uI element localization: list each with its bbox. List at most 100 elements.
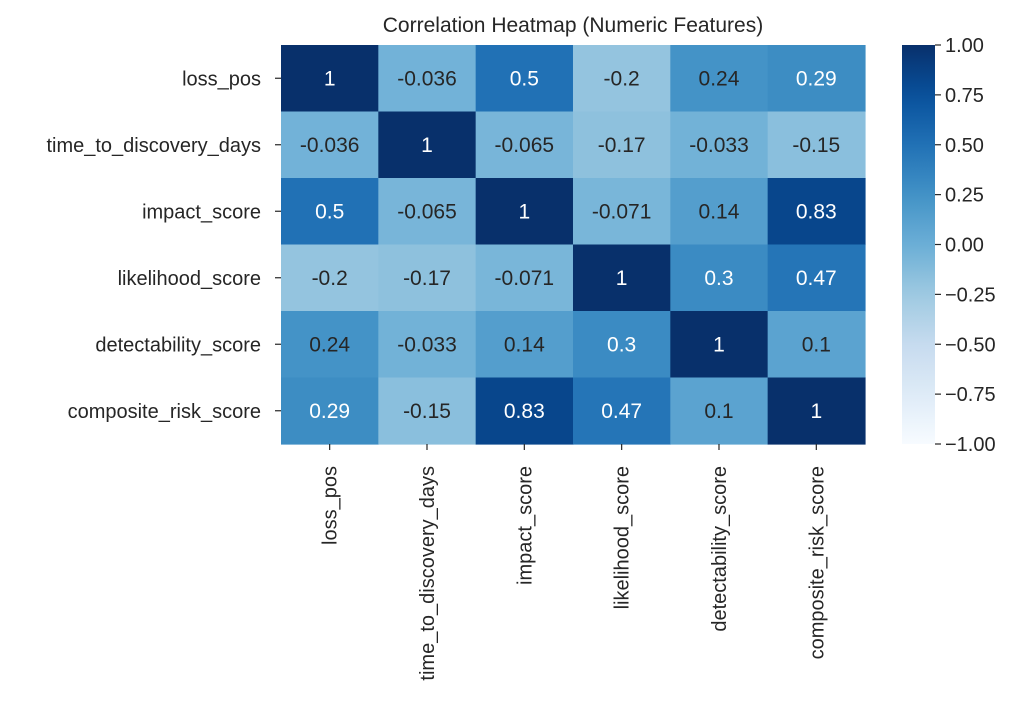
row-label: time_to_discovery_days bbox=[46, 135, 261, 157]
colorbar-tick-label: 0.75 bbox=[945, 85, 984, 107]
heatmap-cell bbox=[572, 244, 671, 312]
heatmap-cell bbox=[475, 244, 574, 312]
column-label: likelihood_score bbox=[612, 466, 634, 609]
cell-value-label: -0.036 bbox=[397, 67, 457, 90]
heatmap-cell bbox=[475, 311, 574, 379]
row-label: likelihood_score bbox=[118, 268, 261, 290]
cell-value-label: 1 bbox=[518, 200, 530, 223]
cell-value-label: -0.071 bbox=[592, 200, 652, 223]
cell-value-label: 0.5 bbox=[510, 67, 539, 90]
cell-value-label: -0.17 bbox=[403, 267, 451, 290]
cell-value-label: -0.2 bbox=[312, 267, 348, 290]
row-label: detectability_score bbox=[95, 334, 261, 356]
cell-value-label: -0.036 bbox=[300, 134, 360, 157]
colorbar-tick-label: 1.00 bbox=[945, 35, 984, 57]
colorbar-tick-label: −0.25 bbox=[945, 284, 996, 306]
heatmap-cell bbox=[281, 377, 379, 445]
cell-value-label: 0.29 bbox=[796, 67, 837, 90]
heatmap-cell bbox=[281, 311, 379, 379]
heatmap-cell bbox=[670, 178, 769, 246]
heatmap-cell bbox=[378, 111, 477, 179]
heatmap-cell bbox=[572, 111, 671, 179]
cell-value-label: 0.24 bbox=[309, 333, 350, 356]
colorbar-tick-label: 0.00 bbox=[945, 235, 984, 257]
heatmap-cell bbox=[670, 111, 769, 179]
heatmap-cell bbox=[767, 311, 866, 379]
cell-value-label: -0.17 bbox=[598, 134, 646, 157]
heatmap-cell bbox=[670, 311, 769, 379]
colorbar-tick-label: −0.75 bbox=[945, 384, 996, 406]
column-label: composite_risk_score bbox=[806, 466, 828, 659]
heatmap-cell bbox=[475, 111, 574, 179]
column-label: loss_pos bbox=[320, 466, 342, 545]
cell-value-label: -0.071 bbox=[495, 267, 555, 290]
heatmap-cell-labels: 1 -0.036 0.5 -0.2 0.24 0.29 -0.036 1 -0.065 -0.17… bbox=[300, 67, 840, 423]
cell-value-label: 0.3 bbox=[607, 333, 636, 356]
heatmap-cell bbox=[767, 377, 866, 445]
cell-value-label: 1 bbox=[713, 333, 725, 356]
cell-value-label: 1 bbox=[616, 267, 628, 290]
cell-value-label: 0.47 bbox=[601, 400, 642, 423]
heatmap-cell bbox=[767, 111, 866, 179]
cell-value-label: 0.83 bbox=[504, 400, 545, 423]
heatmap-cell bbox=[767, 244, 866, 312]
heatmap-cell bbox=[378, 244, 477, 312]
cell-value-label: -0.2 bbox=[604, 67, 640, 90]
heatmap-cell bbox=[281, 178, 379, 246]
cell-value-label: -0.033 bbox=[689, 134, 749, 157]
colorbar-gradient bbox=[902, 45, 935, 444]
heatmap-cell bbox=[572, 45, 671, 113]
colorbar: 1.00 0.75 0.50 0.25 0.00 −0.25 −0.50 −0.75 −1.00 bbox=[902, 35, 996, 456]
cell-value-label: 0.14 bbox=[504, 333, 545, 356]
cell-value-label: 0.5 bbox=[315, 200, 344, 223]
row-label: loss_pos bbox=[182, 68, 261, 90]
cell-value-label: 0.3 bbox=[704, 267, 733, 290]
cell-value-label: 0.1 bbox=[802, 333, 831, 356]
cell-value-label: 0.14 bbox=[699, 200, 740, 223]
cell-value-label: -0.033 bbox=[397, 333, 457, 356]
cell-value-label: -0.15 bbox=[403, 400, 451, 423]
heatmap-cell bbox=[378, 311, 477, 379]
heatmap-cell bbox=[572, 311, 671, 379]
chart-title: Correlation Heatmap (Numeric Features) bbox=[383, 14, 763, 37]
colorbar-tick-label: −1.00 bbox=[945, 434, 996, 456]
cell-value-label: -0.065 bbox=[397, 200, 457, 223]
colorbar-tick-label: −0.50 bbox=[945, 334, 996, 356]
cell-value-label: -0.15 bbox=[792, 134, 840, 157]
heatmap-cell bbox=[572, 377, 671, 445]
heatmap-cell bbox=[281, 111, 379, 179]
column-label: detectability_score bbox=[709, 466, 731, 632]
heatmap-cell bbox=[767, 178, 866, 246]
heatmap-cell bbox=[670, 45, 769, 113]
heatmap-cell bbox=[475, 377, 574, 445]
cell-value-label: 0.47 bbox=[796, 267, 837, 290]
column-label: time_to_discovery_days bbox=[417, 466, 439, 681]
colorbar-tick-label: 0.25 bbox=[945, 185, 984, 207]
heatmap-cell bbox=[378, 178, 477, 246]
column-label: impact_score bbox=[514, 466, 536, 585]
row-label: impact_score bbox=[142, 201, 261, 223]
column-labels: loss_pos time_to_discovery_days impact_sco… bbox=[320, 444, 828, 681]
cell-value-label: 1 bbox=[421, 134, 433, 157]
heatmap-cell bbox=[670, 377, 769, 445]
cell-value-label: 0.83 bbox=[796, 200, 837, 223]
cell-value-label: 0.29 bbox=[309, 400, 350, 423]
cell-value-label: 0.1 bbox=[704, 400, 733, 423]
heatmap-cell bbox=[670, 244, 769, 312]
colorbar-tick-label: 0.50 bbox=[945, 135, 984, 157]
heatmap-cell bbox=[767, 45, 866, 113]
cell-value-label: 0.24 bbox=[699, 67, 740, 90]
heatmap-cell bbox=[281, 244, 379, 312]
cell-value-label: 1 bbox=[324, 67, 336, 90]
heatmap-cell bbox=[378, 377, 477, 445]
row-label: composite_risk_score bbox=[68, 401, 261, 423]
cell-value-label: -0.065 bbox=[495, 134, 555, 157]
heatmap-cell bbox=[281, 45, 379, 113]
heatmap-cell bbox=[572, 178, 671, 246]
heatmap-cells bbox=[281, 45, 866, 445]
row-labels: loss_pos time_to_discovery_days impact_sco… bbox=[46, 68, 281, 423]
heatmap-cell bbox=[378, 45, 477, 113]
heatmap-cell bbox=[475, 45, 574, 113]
cell-value-label: 1 bbox=[810, 400, 822, 423]
